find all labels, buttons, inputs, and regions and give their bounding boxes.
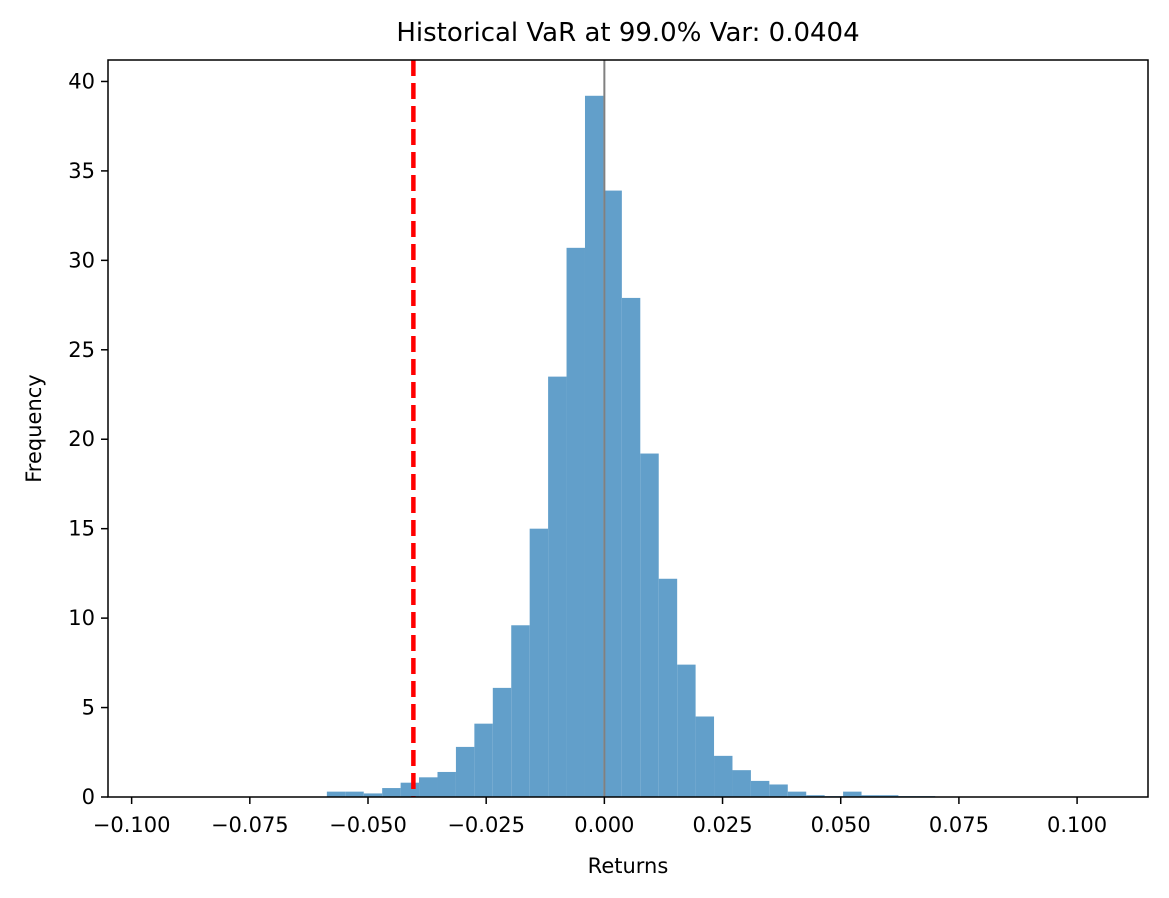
histogram-bars bbox=[326, 95, 936, 798]
histogram-bar bbox=[621, 297, 641, 797]
y-tick-label: 15 bbox=[68, 517, 95, 541]
plot-frame bbox=[107, 59, 1149, 798]
histogram-bar bbox=[548, 376, 567, 797]
y-tick-label: 20 bbox=[68, 427, 95, 451]
histogram-bar bbox=[529, 528, 549, 797]
y-axis-label: Frequency bbox=[22, 374, 46, 483]
histogram-bar bbox=[400, 782, 420, 797]
histogram-bar bbox=[492, 687, 512, 797]
histogram-bar bbox=[566, 247, 585, 798]
histogram-bar bbox=[382, 788, 401, 797]
histogram-bar bbox=[695, 716, 715, 797]
y-tick-label: 40 bbox=[68, 69, 95, 93]
histogram-bar bbox=[732, 770, 751, 797]
histogram-bar bbox=[455, 746, 475, 797]
x-tick-label: 0.000 bbox=[574, 813, 634, 837]
histogram-bar bbox=[787, 791, 807, 797]
histogram-bar bbox=[419, 777, 438, 797]
histogram-bar bbox=[603, 190, 622, 797]
x-tick-label: −0.100 bbox=[93, 813, 171, 837]
histogram-bar bbox=[658, 578, 678, 797]
histogram-bar bbox=[640, 453, 659, 797]
histogram-bar bbox=[511, 625, 530, 797]
y-tick-label: 10 bbox=[68, 606, 95, 630]
histogram-bar bbox=[714, 755, 733, 797]
chart-title: Historical VaR at 99.0% Var: 0.0404 bbox=[396, 18, 859, 48]
histogram-bar bbox=[363, 793, 383, 797]
histogram-bar bbox=[879, 795, 899, 797]
histogram-bar bbox=[326, 791, 346, 797]
histogram-bar bbox=[750, 780, 770, 797]
x-tick-label: −0.025 bbox=[447, 813, 525, 837]
histogram-bar bbox=[345, 791, 364, 797]
histogram-bar bbox=[769, 784, 788, 797]
histogram-bar bbox=[861, 795, 880, 797]
y-tick-label: 0 bbox=[82, 785, 95, 809]
y-tick-label: 35 bbox=[68, 159, 95, 183]
x-tick-label: −0.075 bbox=[211, 813, 289, 837]
x-axis-label: Returns bbox=[588, 854, 669, 878]
x-tick-label: 0.075 bbox=[929, 813, 989, 837]
y-tick-label: 5 bbox=[82, 696, 95, 720]
y-tick-label: 30 bbox=[68, 248, 95, 272]
histogram-bar bbox=[843, 791, 862, 797]
histogram-bar bbox=[806, 795, 825, 797]
x-axis-ticks: −0.100 −0.075 −0.050 −0.025 0.000 0.025 0.050 0… bbox=[93, 797, 1107, 837]
x-tick-label: −0.050 bbox=[329, 813, 407, 837]
y-tick-label: 25 bbox=[68, 338, 95, 362]
histogram-bar bbox=[677, 664, 696, 797]
histogram-bar bbox=[584, 95, 604, 798]
reference-lines bbox=[411, 60, 606, 797]
histogram-bar bbox=[474, 723, 493, 797]
y-axis-ticks: 0 5 10 15 20 25 30 35 40 bbox=[68, 69, 108, 809]
x-tick-label: 0.025 bbox=[692, 813, 752, 837]
histogram-bar bbox=[437, 771, 456, 797]
x-tick-label: 0.050 bbox=[811, 813, 871, 837]
x-tick-label: 0.100 bbox=[1047, 813, 1107, 837]
